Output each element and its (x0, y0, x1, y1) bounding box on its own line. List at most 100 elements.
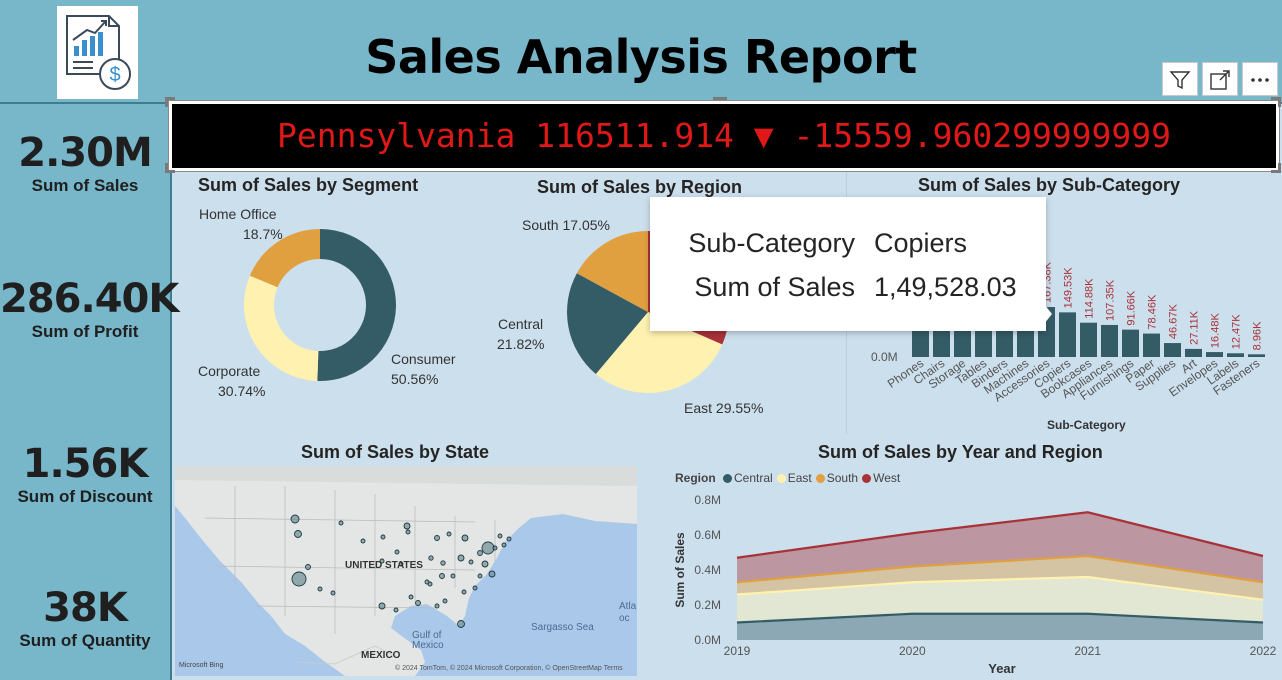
bar-fasteners[interactable] (1248, 354, 1265, 357)
slice-label-name: Central (498, 316, 544, 332)
map-label-mexico: MEXICO (361, 650, 401, 661)
x-axis-tick: 2022 (1250, 644, 1277, 658)
bar-data-label: 114.88K (1084, 278, 1096, 319)
area-south[interactable] (737, 556, 1263, 600)
tooltip-value: Copiers (874, 228, 968, 258)
kpi-value: 286.40K (0, 276, 179, 322)
bar-labels[interactable] (1227, 353, 1244, 357)
kpi-value: 1.56K (22, 441, 149, 487)
legend-label: West (873, 471, 901, 485)
map-chart-title: Sum of Sales by State (301, 442, 490, 462)
kpi-card-discount[interactable]: 1.56K Sum of Discount (0, 441, 170, 507)
line-east (736, 575, 1264, 601)
kpi-label: Sum of Sales (31, 176, 139, 195)
pie-slice-south[interactable] (576, 231, 648, 312)
resize-handle[interactable] (165, 163, 175, 173)
map-label-atlantic: Atla oc (619, 601, 637, 624)
donut-slice-home-office[interactable] (249, 229, 320, 288)
line-south (736, 554, 1264, 584)
focus-mode-button[interactable] (1202, 62, 1238, 96)
kpi-value: 2.30M (18, 130, 153, 176)
filter-icon (1169, 71, 1191, 90)
legend-item-west[interactable]: West (862, 471, 900, 485)
page-title: Sales Analysis Report (365, 30, 917, 84)
y-axis-tick: 0.2M (694, 598, 721, 612)
bar-appliances[interactable] (1101, 324, 1118, 357)
pie-slice-central[interactable] (567, 273, 648, 374)
svg-text:$: $ (109, 64, 120, 86)
x-axis-title: Sub-Category (1047, 418, 1126, 432)
sales-report-icon: $ (57, 6, 138, 99)
tooltip-key: Sub-Category (688, 228, 855, 258)
resize-handle[interactable] (713, 97, 727, 107)
slice-label-value: 18.7% (243, 226, 283, 242)
x-axis-title: Year (988, 661, 1015, 676)
legend-item-east[interactable]: East (776, 471, 812, 485)
segment-donut-chart[interactable] (175, 200, 475, 420)
legend-item-central[interactable]: Central (723, 471, 773, 485)
state-sales-map[interactable]: UNITED STATES MEXICO Gulf of Mexico Sarg… (175, 466, 637, 676)
legend-label: Central (734, 471, 773, 485)
y-axis-title: Sum of Sales (673, 532, 687, 608)
tooltip-value: 1,49,528.03 (874, 272, 1017, 302)
pie-slice-east[interactable] (595, 312, 723, 393)
kpi-card-profit[interactable]: 286.40K Sum of Profit (0, 276, 179, 342)
kpi-card-sales[interactable]: 2.30M Sum of Sales (0, 130, 170, 196)
slice-label-value: 30.74% (218, 383, 266, 399)
slice-label: East 29.55% (684, 400, 764, 416)
y-axis-tick: 0.0M (871, 350, 898, 364)
bar-paper[interactable] (1143, 333, 1160, 357)
resize-handle[interactable] (1271, 97, 1281, 107)
kpi-card-quantity[interactable]: 38K Sum of Quantity (0, 585, 170, 651)
year-region-area-chart[interactable]: 0.0M 0.2M 0.4M 0.6M 0.8M 2019 2020 2021 2022 Sum … (660, 490, 1280, 680)
resize-handle[interactable] (165, 97, 175, 107)
bar-data-label: 8.96K (1252, 321, 1264, 350)
legend-marker (776, 474, 786, 483)
area-east[interactable] (737, 577, 1263, 623)
donut-slice-corporate[interactable] (244, 275, 319, 381)
filter-button[interactable] (1162, 62, 1198, 96)
slice-label-name: Consumer (391, 351, 456, 367)
slice-label: South 17.05% (522, 217, 610, 233)
bar-copiers[interactable] (1059, 312, 1076, 357)
area-chart-title: Sum of Sales by Year and Region (818, 442, 1103, 462)
kpi-value: 38K (43, 585, 128, 631)
area-west[interactable] (737, 512, 1263, 583)
slice-label-name: Corporate (198, 363, 261, 379)
bar-art[interactable] (1185, 348, 1202, 357)
bar-data-label: 27.11K (1189, 310, 1201, 345)
map-background (175, 466, 637, 676)
segment-chart-title: Sum of Sales by Segment (198, 175, 419, 195)
sales-tooltip: Sub-Category Copiers Sum of Sales 1,49,5… (650, 197, 1046, 331)
bar-data-label: 16.48K (1210, 313, 1222, 349)
legend-title: Region (675, 471, 716, 485)
bar-envelopes[interactable] (1206, 352, 1223, 357)
kpi-sidebar: 2.30M Sum of Sales 286.40K Sum of Profit… (0, 104, 179, 680)
y-axis-tick: 0.8M (694, 493, 721, 507)
legend-item-south[interactable]: South (815, 471, 858, 485)
more-options-button[interactable] (1242, 62, 1278, 96)
area-chart-legend: Region Central East South West (675, 471, 904, 485)
bar-data-label: 78.46K (1147, 294, 1159, 330)
y-axis-tick: 0.0M (694, 633, 721, 647)
ticker-background: Pennsylvania 116511.914 ▼ -15559.9602999… (172, 104, 1276, 168)
y-axis-tick: 0.6M (694, 528, 721, 542)
slice-label-name: Home Office (199, 206, 277, 222)
bar-furnishings[interactable] (1122, 329, 1139, 357)
x-axis-tick: 2020 (899, 644, 926, 658)
ticker-text: Pennsylvania 116511.914 ▼ -15559.9602999… (276, 116, 1172, 155)
header-bar: $ Sales Analysis Report (0, 0, 1282, 104)
focus-mode-icon (1210, 70, 1230, 90)
resize-handle[interactable] (1271, 163, 1281, 173)
kpi-label: Sum of Quantity (19, 631, 151, 650)
region-chart-title: Sum of Sales by Region (537, 177, 743, 197)
area-central[interactable] (737, 613, 1263, 640)
legend-marker (815, 474, 825, 483)
bar-bookcases[interactable] (1080, 322, 1097, 357)
state-ticker-visual[interactable]: Pennsylvania 116511.914 ▼ -15559.9602999… (168, 100, 1280, 172)
legend-marker (862, 474, 872, 483)
donut-slice-consumer[interactable] (317, 229, 396, 381)
line-west (736, 511, 1264, 559)
bar-supplies[interactable] (1164, 343, 1181, 357)
